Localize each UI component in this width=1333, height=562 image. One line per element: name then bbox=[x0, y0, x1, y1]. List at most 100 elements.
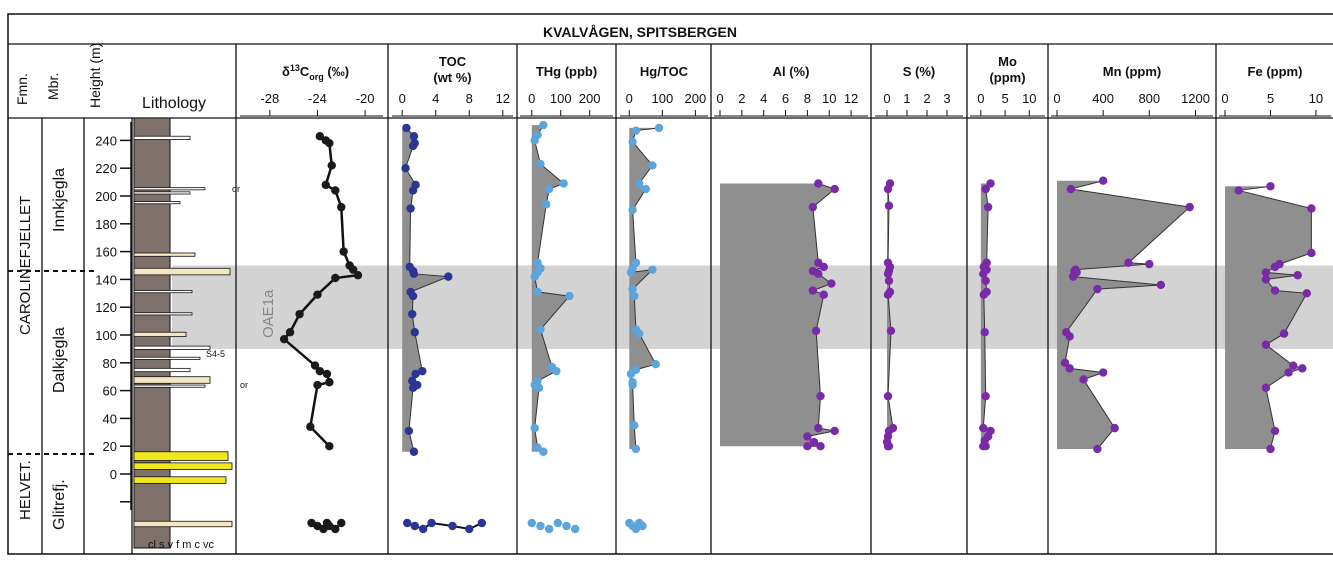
data-point bbox=[979, 423, 988, 433]
data-point bbox=[1098, 176, 1108, 185]
data-point bbox=[530, 136, 539, 145]
data-point bbox=[533, 443, 542, 452]
x-tick-label: -20 bbox=[356, 91, 375, 106]
glitrefjellet-point bbox=[477, 518, 487, 528]
data-point bbox=[411, 369, 420, 379]
data-point bbox=[626, 369, 636, 379]
data-point bbox=[816, 391, 825, 401]
panel-title: S (%) bbox=[903, 64, 936, 79]
data-point bbox=[315, 132, 325, 141]
data-point bbox=[980, 328, 989, 337]
x-tick-label: 0 bbox=[883, 91, 890, 106]
data-point bbox=[1270, 262, 1280, 272]
glitrefjellet-point bbox=[465, 524, 474, 534]
glitrefjellet-point bbox=[553, 518, 563, 528]
height-tick-label: 40 bbox=[103, 411, 117, 426]
data-point bbox=[1270, 426, 1280, 436]
figure-frame bbox=[7, 13, 1333, 555]
data-point bbox=[883, 184, 893, 194]
data-point bbox=[635, 179, 644, 188]
lithology-bed bbox=[133, 252, 196, 257]
data-point bbox=[536, 325, 545, 334]
height-tick-label: 20 bbox=[103, 439, 117, 454]
member-innkjegla: Innkjegla bbox=[51, 168, 68, 232]
x-tick-label: 12 bbox=[496, 91, 510, 106]
data-point bbox=[322, 369, 332, 379]
data-point bbox=[883, 269, 893, 279]
data-point bbox=[536, 159, 545, 169]
oae1a-label: OAE1a bbox=[260, 289, 277, 338]
glitrefjellet-point bbox=[331, 524, 340, 534]
lithology-bed bbox=[133, 187, 206, 191]
data-point bbox=[331, 186, 340, 195]
x-tick-label: 4 bbox=[760, 91, 767, 106]
data-point bbox=[325, 442, 334, 451]
data-point bbox=[339, 247, 348, 256]
data-point bbox=[883, 442, 893, 451]
data-point bbox=[814, 179, 823, 188]
data-point bbox=[1288, 361, 1298, 370]
panel-fill bbox=[720, 183, 835, 447]
glitrefjellet-point bbox=[562, 521, 571, 531]
data-point bbox=[313, 290, 322, 299]
x-tick-label: 0 bbox=[1053, 91, 1060, 106]
panel-title: Fe (ppm) bbox=[1248, 64, 1303, 79]
data-point bbox=[409, 132, 419, 141]
x-tick-label: 200 bbox=[579, 91, 601, 106]
lithology-bed bbox=[133, 356, 201, 360]
data-point bbox=[630, 421, 639, 430]
data-point bbox=[626, 268, 636, 277]
x-tick-label: 400 bbox=[1092, 91, 1114, 106]
data-point bbox=[353, 271, 363, 280]
fossil-or-label: or bbox=[232, 184, 240, 194]
lithology-bed bbox=[133, 312, 193, 316]
data-point bbox=[981, 276, 990, 285]
data-point bbox=[1068, 272, 1078, 281]
data-point bbox=[1066, 184, 1076, 194]
height-header: Height (m) bbox=[87, 43, 103, 108]
data-point bbox=[1298, 364, 1307, 373]
data-point bbox=[654, 123, 664, 133]
panel-fill bbox=[1057, 180, 1190, 449]
lithology-bed bbox=[133, 345, 211, 350]
data-point bbox=[979, 290, 988, 299]
data-point bbox=[1307, 248, 1316, 258]
panel-mo: Mo(ppm) 0 5 10 bbox=[970, 54, 1045, 451]
data-point bbox=[327, 161, 336, 170]
data-point bbox=[406, 204, 415, 213]
data-point bbox=[530, 423, 539, 433]
data-point bbox=[628, 137, 637, 146]
x-tick-label: -28 bbox=[260, 91, 279, 106]
x-tick-label: 0 bbox=[528, 91, 535, 106]
data-point bbox=[814, 423, 823, 433]
data-point bbox=[552, 366, 561, 376]
data-point bbox=[1065, 332, 1074, 341]
glitrefjellet-point bbox=[638, 521, 647, 531]
x-tick-label: 5 bbox=[1001, 91, 1008, 106]
data-point bbox=[542, 200, 551, 209]
data-point bbox=[285, 328, 295, 337]
data-point bbox=[830, 184, 839, 194]
lithology-bed bbox=[133, 451, 229, 461]
panel-unit: (wt %) bbox=[433, 70, 471, 85]
panel-title: Mn (ppm) bbox=[1103, 64, 1161, 79]
lithology-bed bbox=[133, 201, 181, 205]
height-tick-label: 220 bbox=[95, 161, 117, 176]
glitrefjellet-point bbox=[536, 521, 545, 531]
data-point bbox=[315, 366, 325, 376]
panel-s: S (%) 0 1 2 3 bbox=[875, 64, 963, 451]
glitrefjellet-point bbox=[403, 518, 412, 528]
x-tick-label: 0 bbox=[977, 91, 984, 106]
data-point bbox=[819, 262, 828, 272]
panel-title: δ13Corg (‰) bbox=[282, 63, 349, 82]
data-point bbox=[539, 447, 548, 456]
fmn-header: Fmn. bbox=[14, 73, 30, 105]
data-point bbox=[814, 269, 823, 279]
data-point bbox=[635, 329, 644, 338]
data-point bbox=[408, 186, 418, 195]
panel-hgtoc: Hg/TOC 0 100 200 bbox=[620, 64, 708, 534]
data-point bbox=[648, 265, 657, 274]
data-point bbox=[1284, 368, 1293, 377]
data-point bbox=[884, 201, 894, 210]
